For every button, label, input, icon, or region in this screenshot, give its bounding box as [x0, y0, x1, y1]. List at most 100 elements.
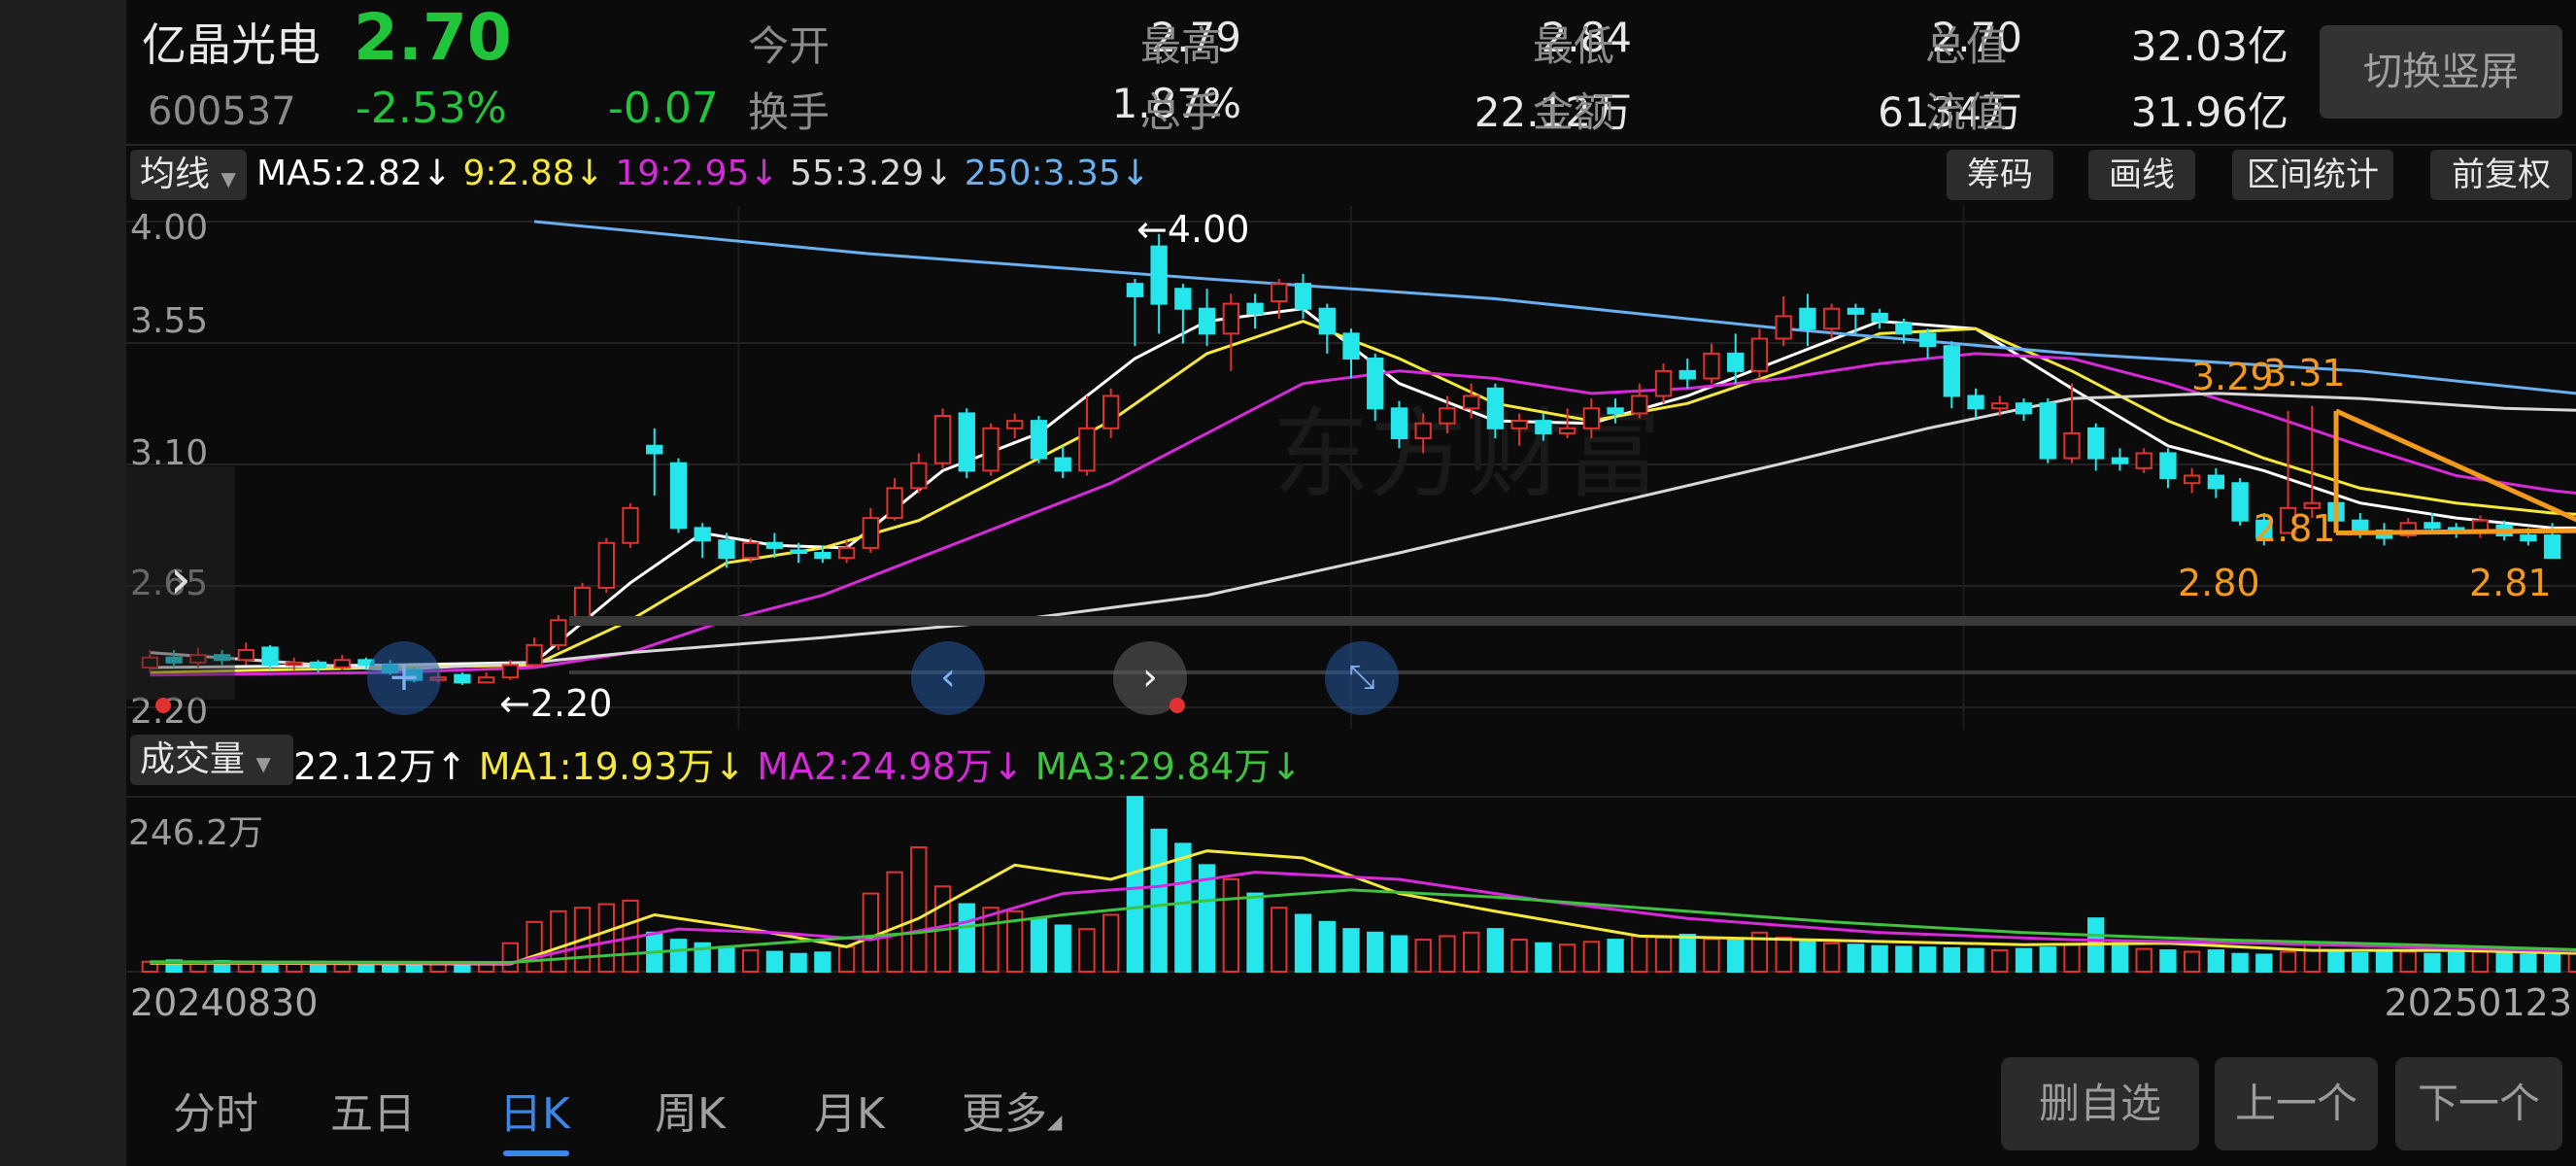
- high-value: 2.84: [1541, 14, 1632, 61]
- ma-type-label: 均线: [140, 154, 211, 194]
- zoom-in-icon[interactable]: +: [367, 641, 441, 715]
- candle: [1871, 308, 1888, 329]
- volume-indicator-dropdown[interactable]: 成交量 ▼: [130, 735, 293, 785]
- volume-bar: [1126, 796, 1144, 973]
- divider: [126, 144, 2576, 146]
- volume-bar: [718, 945, 735, 973]
- candle: [862, 507, 880, 554]
- float-mktcap-value: 31.96亿: [2130, 88, 2288, 136]
- drawing-line[interactable]: [2335, 408, 2576, 531]
- volume-bar: [1150, 828, 1168, 973]
- tab-more[interactable]: 更多◢: [962, 1079, 1062, 1141]
- next-stock-button[interactable]: 下一个: [2395, 1057, 2562, 1150]
- volume-chart[interactable]: [126, 789, 2576, 976]
- candle: [2231, 478, 2249, 526]
- dropdown-arrow-icon: ▼: [220, 167, 236, 190]
- ma9-value: 9:2.88: [462, 154, 575, 193]
- volume-bar: [1871, 944, 1888, 973]
- candle: [2207, 467, 2225, 498]
- candle: [1294, 273, 1312, 319]
- candle: [1390, 400, 1408, 449]
- candle: [1582, 398, 1600, 439]
- candle: [333, 655, 351, 670]
- volume-bar: [1943, 946, 1960, 974]
- tab-five-day[interactable]: 五日: [330, 1089, 416, 1139]
- candle: [742, 537, 760, 564]
- volume-bar: [1294, 913, 1312, 974]
- chevron-left-icon[interactable]: ‹: [911, 641, 985, 715]
- candle: [837, 540, 856, 564]
- candle-body: [2063, 431, 2081, 460]
- candle: [1342, 328, 1360, 379]
- volume-bar: [454, 963, 471, 974]
- ma-type-dropdown[interactable]: 均线 ▼: [130, 150, 247, 200]
- compress-icon[interactable]: ⤡: [1325, 641, 1399, 715]
- tab-monthly-k[interactable]: 月K: [814, 1089, 885, 1139]
- volume-bar: [2567, 951, 2576, 973]
- volume-bar: [694, 942, 711, 973]
- candle: [1174, 284, 1192, 344]
- candle-body: [2255, 519, 2273, 539]
- previous-stock-button[interactable]: 上一个: [2215, 1057, 2378, 1150]
- drawing-label: 3.29: [2191, 356, 2274, 398]
- chips-button[interactable]: 筹码: [1947, 150, 2053, 200]
- kline-chart[interactable]: 东方财富: [126, 206, 2576, 729]
- candle: [982, 423, 1000, 476]
- candle-body: [1535, 420, 1552, 434]
- candle-body: [1847, 307, 1865, 315]
- candle: [1246, 293, 1264, 329]
- price-tick: 3.55: [130, 301, 209, 341]
- candle-body: [1342, 332, 1360, 360]
- total-mktcap-value: 32.03亿: [2130, 22, 2288, 70]
- candle: [1414, 413, 1432, 454]
- draw-line-button[interactable]: 画线: [2088, 150, 2195, 200]
- volume-bar: [1414, 939, 1432, 973]
- candle-body: [1126, 283, 1144, 297]
- volume-bar: [2255, 953, 2273, 974]
- volume-bar: [1174, 842, 1192, 973]
- tab-intraday[interactable]: 分时: [173, 1089, 258, 1139]
- volume-bar: [2135, 947, 2152, 973]
- switch-portrait-button[interactable]: 切换竖屏: [2320, 25, 2562, 119]
- up-arrow-icon: ↑: [435, 745, 467, 788]
- candle-body: [213, 654, 231, 662]
- candle-body: [1367, 358, 1384, 410]
- volume-bar: [1654, 936, 1673, 974]
- candle-body: [189, 654, 207, 664]
- candle-body: [1582, 407, 1600, 429]
- candle: [718, 532, 735, 568]
- volume-bar: [501, 942, 520, 973]
- drawing-line[interactable]: [2336, 528, 2576, 536]
- volume-bar: [2111, 942, 2129, 973]
- candle-body: [718, 539, 735, 560]
- volume-bar: [1102, 913, 1120, 974]
- tab-weekly-k[interactable]: 周K: [655, 1089, 726, 1139]
- volume-bar: [1342, 928, 1360, 973]
- candle-body: [454, 673, 471, 684]
- volume-bar: [1631, 935, 1648, 973]
- candle: [958, 408, 975, 479]
- current-volume: 22.12万: [293, 745, 436, 788]
- range-stats-button[interactable]: 区间统计: [2232, 150, 2393, 200]
- forward-adjust-button[interactable]: 前复权: [2430, 150, 2572, 200]
- volume-ma-line-ma1: [150, 849, 2576, 966]
- candle-body: [550, 619, 567, 646]
- candle: [1222, 293, 1240, 371]
- active-tab-indicator: [503, 1150, 569, 1156]
- corner-arrow-icon: ◢: [1047, 1110, 1063, 1133]
- volume-bar: [141, 960, 159, 973]
- open-value: 2.79: [1150, 14, 1241, 61]
- remove-watchlist-button[interactable]: 删自选: [2001, 1057, 2199, 1150]
- tab-daily-k[interactable]: 日K: [499, 1089, 570, 1139]
- candle-body: [837, 546, 856, 560]
- candle-body: [2207, 474, 2225, 490]
- candle: [165, 650, 183, 668]
- candle: [1967, 388, 1984, 419]
- volume-bar: [1246, 892, 1264, 973]
- expand-panel-handle[interactable]: ›: [126, 466, 235, 700]
- volume-bar: [1847, 943, 1865, 974]
- volume-bar: [1486, 928, 1505, 973]
- scroll-bar[interactable]: [569, 616, 2576, 626]
- volume-bar: [2159, 949, 2177, 974]
- candle-body: [1246, 302, 1264, 315]
